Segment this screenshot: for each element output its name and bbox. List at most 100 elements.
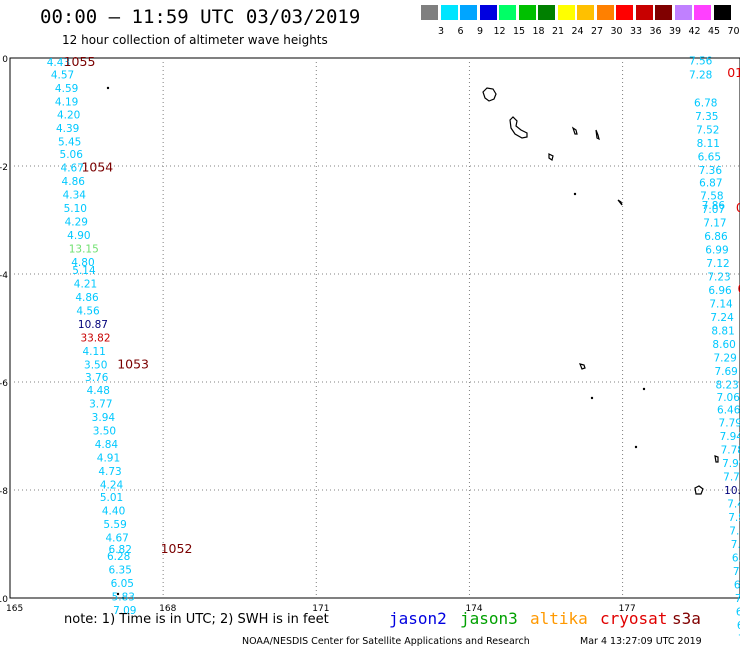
swh-value-label: 8.23 xyxy=(715,379,738,391)
swh-value-label: 3.77 xyxy=(89,398,112,410)
swh-value-label: 4.56 xyxy=(76,306,100,318)
page-title: 00:00 – 11:59 UTC 03/03/2019 xyxy=(40,6,361,28)
island-dot xyxy=(573,192,577,196)
swh-value-label: 7.12 xyxy=(706,258,729,270)
swh-value-label: 7.17 xyxy=(703,217,726,229)
y-tick-label: -8 xyxy=(0,487,8,497)
swh-value-label: 33.82 xyxy=(80,333,110,345)
swh-value-label: 6 xyxy=(737,620,740,632)
swh-value-label: 4.19 xyxy=(55,97,78,109)
swh-value-label: 6.05 xyxy=(111,578,134,590)
swh-value-label: 8.60 xyxy=(712,339,735,351)
swh-value-label: 7.09 xyxy=(113,605,136,617)
island-dot xyxy=(634,445,638,449)
x-tick-label: 177 xyxy=(619,604,636,614)
swh-value-label: 7.79 xyxy=(719,417,740,429)
island-dot xyxy=(590,396,594,400)
swh-value-label: 4.73 xyxy=(98,466,121,478)
scale-label: 21 xyxy=(551,26,565,37)
y-tick-label: -4 xyxy=(0,271,8,281)
scale-swatch xyxy=(577,5,594,20)
island-outline xyxy=(617,199,623,206)
swh-value-label: 6.46 xyxy=(717,404,740,416)
swh-value-label: 7.06 xyxy=(717,392,740,404)
swh-value-label: 7.9 xyxy=(728,512,740,524)
scale-label: 42 xyxy=(688,26,701,37)
swh-value-label: 6.65 xyxy=(698,152,721,164)
swh-value-label: 7.56 xyxy=(689,55,713,67)
scale-swatch xyxy=(440,5,458,20)
island-outline xyxy=(509,116,528,139)
swh-value-label: 6.4 xyxy=(732,552,740,564)
island-outline xyxy=(694,485,704,495)
swh-value-label: 7.5 xyxy=(731,539,740,551)
scale-swatch xyxy=(421,5,438,20)
swh-value-label: 7.4 xyxy=(727,498,740,510)
island-outline xyxy=(595,129,600,141)
pass-time-label: 0 xyxy=(737,281,740,296)
scale-swatch xyxy=(694,5,711,20)
swh-value-label: 7.35 xyxy=(695,111,718,123)
swh-value-label: 7.78 xyxy=(723,471,740,483)
swh-value-label: 3.76 xyxy=(85,372,109,384)
swh-value-label: 4.90 xyxy=(67,230,90,242)
swh-value-label: 5.06 xyxy=(60,149,84,161)
swh-value-label: 8.11 xyxy=(697,138,720,150)
swh-value-label: 7.36 xyxy=(699,165,723,177)
x-tick-label: 171 xyxy=(312,604,329,614)
island-outline xyxy=(548,153,554,161)
swh-value-label: 4.57 xyxy=(51,70,74,82)
swh-value-label: 8.81 xyxy=(711,325,734,337)
pass-time-label: 1052 xyxy=(161,541,193,556)
swh-value-label: 4.39 xyxy=(56,123,79,135)
scale-swatch xyxy=(538,5,555,20)
swh-value-label: 6.87 xyxy=(699,178,722,190)
island-outline xyxy=(482,87,497,102)
scale-swatch xyxy=(460,5,477,20)
y-tick-label: -6 xyxy=(0,379,8,389)
legend-s3a: s3a xyxy=(672,609,701,628)
land-outlines xyxy=(106,86,719,600)
pass-time-label: 0 xyxy=(736,200,740,215)
swh-value-label: 7.52 xyxy=(696,125,719,137)
swh-value-label: 5.59 xyxy=(103,519,126,531)
scale-swatch xyxy=(479,5,497,20)
swh-value-label: 4.59 xyxy=(55,83,78,95)
swh-value-label: 6.28 xyxy=(107,551,130,563)
x-tick-label: 174 xyxy=(465,604,482,614)
swh-value-label: 7.24 xyxy=(710,312,734,324)
swh-value-label: 7.28 xyxy=(689,70,712,82)
scale-swatch xyxy=(713,5,731,20)
scale-swatch xyxy=(635,5,653,20)
scale-label: 45 xyxy=(707,26,721,37)
swh-value-label: 6.86 xyxy=(704,231,728,243)
swh-value-label: 4.29 xyxy=(65,216,88,228)
swh-value-label: 4.40 xyxy=(102,505,125,517)
swh-value-label: 7.94 xyxy=(720,431,740,443)
island-dot xyxy=(106,86,110,90)
swh-value-label: 4.86 xyxy=(75,292,99,304)
swh-value-label: 4.86 xyxy=(62,176,86,188)
swh-value-label: 6. xyxy=(734,579,740,591)
swh-value-label: 4.34 xyxy=(63,189,87,201)
swh-value-label: 3.50 xyxy=(93,425,116,437)
swh-value-label: 7.69 xyxy=(714,366,737,378)
swh-value-label: 4.67 xyxy=(105,532,128,544)
island-dot xyxy=(121,596,125,600)
scale-label: 70 xyxy=(727,26,740,37)
page-subtitle: 12 hour collection of altimeter wave hei… xyxy=(62,33,328,47)
swh-value-label: 6. xyxy=(736,606,740,618)
swh-value-label: 4.43 xyxy=(47,57,70,69)
scale-label: 27 xyxy=(590,26,604,37)
swh-value-label: 5.10 xyxy=(64,203,87,215)
swh-value-label: 3.94 xyxy=(92,412,116,424)
swh-value-label: 4.48 xyxy=(87,385,110,397)
generation-timestamp: Mar 4 13:27:09 UTC 2019 xyxy=(580,636,702,647)
x-tick-label: 165 xyxy=(6,604,23,614)
swh-value-label: 5.83 xyxy=(112,592,135,604)
swh-value-label: 7.0 xyxy=(729,525,740,537)
swh-value-label: 7.29 xyxy=(713,352,736,364)
swh-value-label: 3.50 xyxy=(84,360,107,372)
swh-value-label: 7.78 xyxy=(721,444,740,456)
